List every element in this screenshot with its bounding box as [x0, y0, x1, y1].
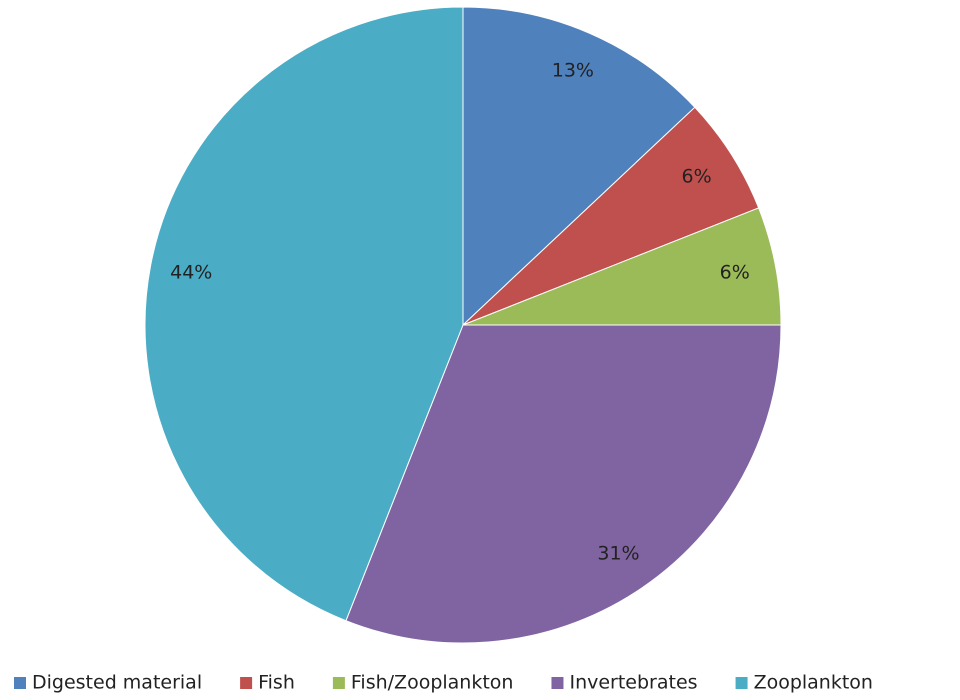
data-label: 13% — [552, 60, 594, 82]
legend-label: Zooplankton — [754, 672, 873, 694]
legend-label: Fish — [258, 672, 295, 694]
data-label: 44% — [170, 262, 212, 284]
data-label: 6% — [720, 262, 750, 284]
data-label: 31% — [597, 542, 639, 564]
pie-slice — [462, 106, 760, 326]
legend-swatch — [332, 677, 345, 689]
data-label: 6% — [682, 165, 712, 187]
legend-label: Fish/Zooplankton — [351, 672, 514, 694]
legend-swatch — [735, 677, 748, 689]
legend-label: Invertebrates — [569, 672, 697, 694]
legend-swatch — [240, 677, 253, 689]
pie-slice — [144, 6, 464, 622]
legend-label: Digested material — [32, 672, 202, 694]
pie-slice — [345, 324, 782, 644]
pie-slice — [462, 6, 696, 327]
pie-slice — [462, 207, 782, 326]
legend-swatch — [551, 677, 564, 689]
legend-swatch — [14, 677, 26, 689]
